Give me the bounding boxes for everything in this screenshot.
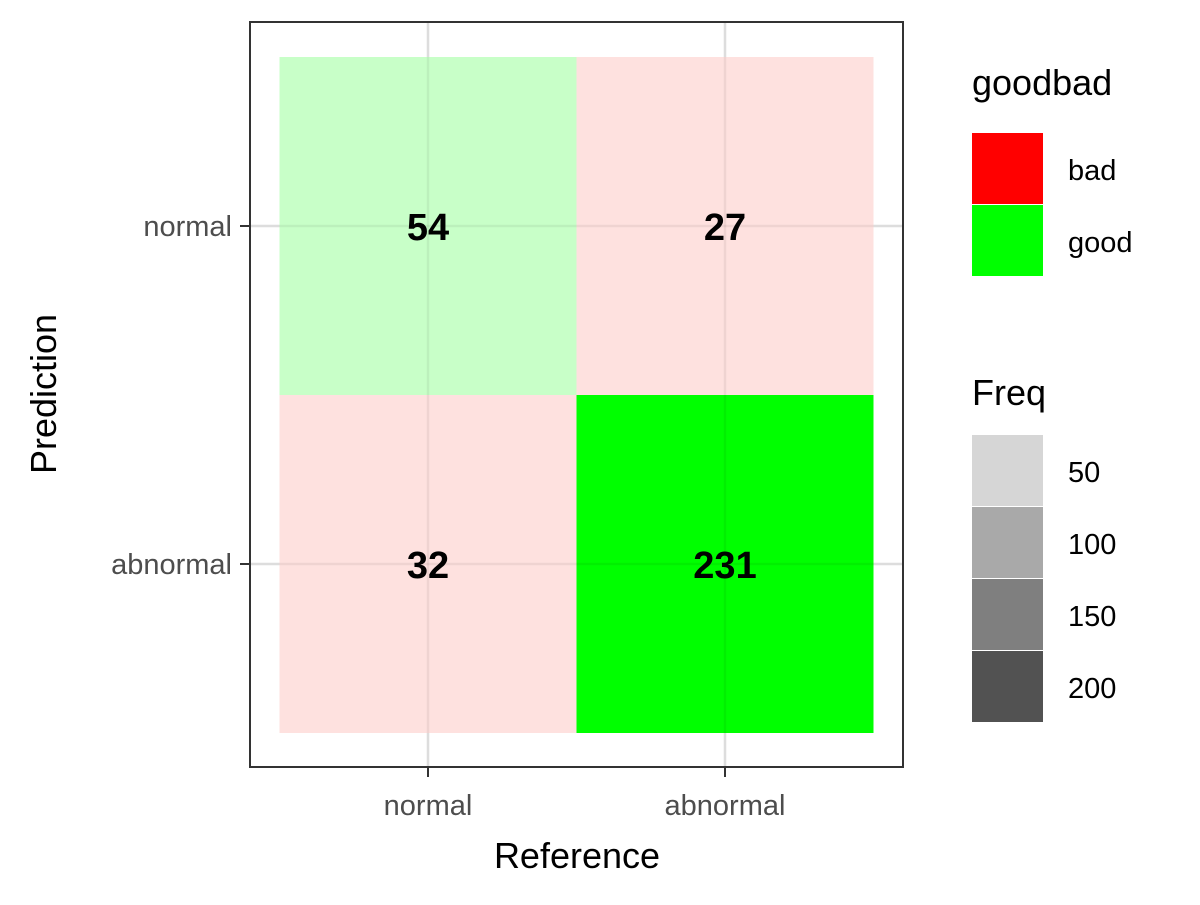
- legend-title-freq: Freq: [972, 372, 1046, 413]
- legend: goodbad bad good Freq 50 100 150 200: [972, 62, 1133, 722]
- legend-swatch-200: [972, 651, 1043, 722]
- legend-swatch-150: [972, 579, 1043, 650]
- x-tick-label: abnormal: [665, 790, 786, 822]
- y-axis-title: Prediction: [23, 314, 64, 474]
- legend-swatch-good: [972, 205, 1043, 276]
- legend-label-100: 100: [1068, 529, 1116, 561]
- legend-label-bad: bad: [1068, 155, 1116, 187]
- x-axis-title: Reference: [494, 835, 660, 876]
- cell-value-label: 32: [407, 545, 449, 587]
- tile-abnormal-abnormal: [576, 395, 874, 733]
- x-tick-label: normal: [384, 790, 473, 822]
- axes: normal abnormal normal abnormal: [111, 211, 785, 822]
- legend-label-200: 200: [1068, 673, 1116, 705]
- legend-label-good: good: [1068, 227, 1133, 259]
- y-tick-label: normal: [143, 211, 232, 243]
- panel-border: [249, 21, 904, 768]
- tile-abnormal-normal: [279, 395, 577, 733]
- tile-normal-normal: [279, 57, 577, 395]
- tile-normal-abnormal: [576, 57, 874, 395]
- tiles: [279, 57, 874, 733]
- y-tick-label: abnormal: [111, 549, 232, 581]
- legend-label-150: 150: [1068, 601, 1116, 633]
- cell-value-label: 27: [704, 207, 746, 249]
- legend-title-goodbad: goodbad: [972, 62, 1112, 103]
- legend-swatch-50: [972, 435, 1043, 506]
- cell-value-label: 54: [407, 207, 449, 249]
- cell-value-label: 231: [693, 545, 756, 587]
- legend-label-50: 50: [1068, 457, 1100, 489]
- legend-swatch-100: [972, 507, 1043, 578]
- legend-swatch-bad: [972, 133, 1043, 204]
- cell-labels: 54 27 32 231: [250, 22, 903, 767]
